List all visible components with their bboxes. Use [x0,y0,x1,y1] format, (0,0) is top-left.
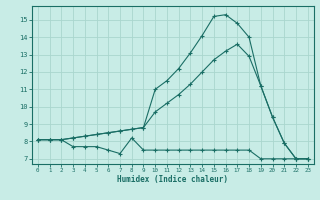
X-axis label: Humidex (Indice chaleur): Humidex (Indice chaleur) [117,175,228,184]
